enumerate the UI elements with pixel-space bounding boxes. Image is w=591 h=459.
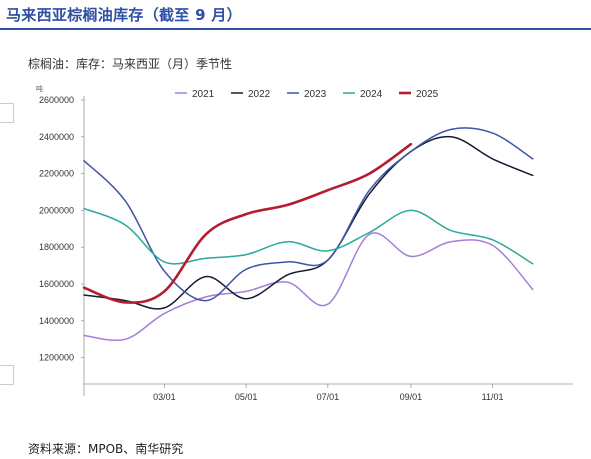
series-line-2024 bbox=[83, 207, 534, 265]
seasonal-line-chart: 2021 2022 2023 2024 2025 1200000 1400000 16000… bbox=[39, 89, 573, 402]
legend-label-2022: 2022 bbox=[248, 89, 271, 100]
y-tick-label: 2200000 bbox=[39, 169, 74, 179]
page-title: 马来西亚棕榈油库存（截至 9 月） bbox=[6, 6, 242, 24]
chart-legend: 2021 2022 2023 2024 2025 bbox=[175, 89, 439, 100]
plot-area bbox=[82, 127, 534, 342]
y-tick-label: 1800000 bbox=[39, 242, 74, 252]
x-tick-label: 03/01 bbox=[153, 392, 176, 402]
legend-label-2024: 2024 bbox=[360, 89, 383, 100]
y-tick-label: 2400000 bbox=[39, 132, 74, 142]
series-line-2022 bbox=[83, 135, 534, 310]
data-source-note: 资料来源：MPOB、南华研究 bbox=[28, 442, 184, 456]
x-tick-label: 05/01 bbox=[235, 392, 258, 402]
y-axis-unit-label: 吨 bbox=[36, 85, 43, 93]
legend-label-2021: 2021 bbox=[192, 89, 215, 100]
y-tick-label: 1600000 bbox=[39, 279, 74, 289]
header-divider bbox=[0, 28, 591, 30]
legend-label-2025: 2025 bbox=[416, 89, 439, 100]
y-tick-label: 2600000 bbox=[39, 95, 74, 105]
x-tick-label: 07/01 bbox=[317, 392, 340, 402]
x-tick-label: 11/01 bbox=[482, 392, 504, 402]
series-line-2025 bbox=[82, 142, 413, 304]
series-line-2021 bbox=[83, 232, 534, 342]
series-line-2023 bbox=[83, 127, 534, 302]
y-tick-label: 1400000 bbox=[39, 316, 74, 326]
x-axis: 03/01 05/01 07/01 09/01 11/01 bbox=[84, 383, 573, 402]
y-tick-label: 1200000 bbox=[39, 353, 74, 363]
report-header: 马来西亚棕榈油库存（截至 9 月） bbox=[0, 0, 591, 30]
y-axis: 1200000 1400000 1600000 1800000 2000000 22000… bbox=[39, 95, 85, 396]
side-panel-tab-top[interactable] bbox=[0, 103, 14, 123]
y-tick-label: 2000000 bbox=[39, 205, 74, 215]
side-panel-tab-bottom[interactable] bbox=[0, 365, 14, 385]
legend-label-2023: 2023 bbox=[304, 89, 327, 100]
x-tick-label: 09/01 bbox=[400, 392, 423, 402]
chart-title: 棕榈油：库存：马来西亚（月）季节性 bbox=[28, 57, 233, 71]
